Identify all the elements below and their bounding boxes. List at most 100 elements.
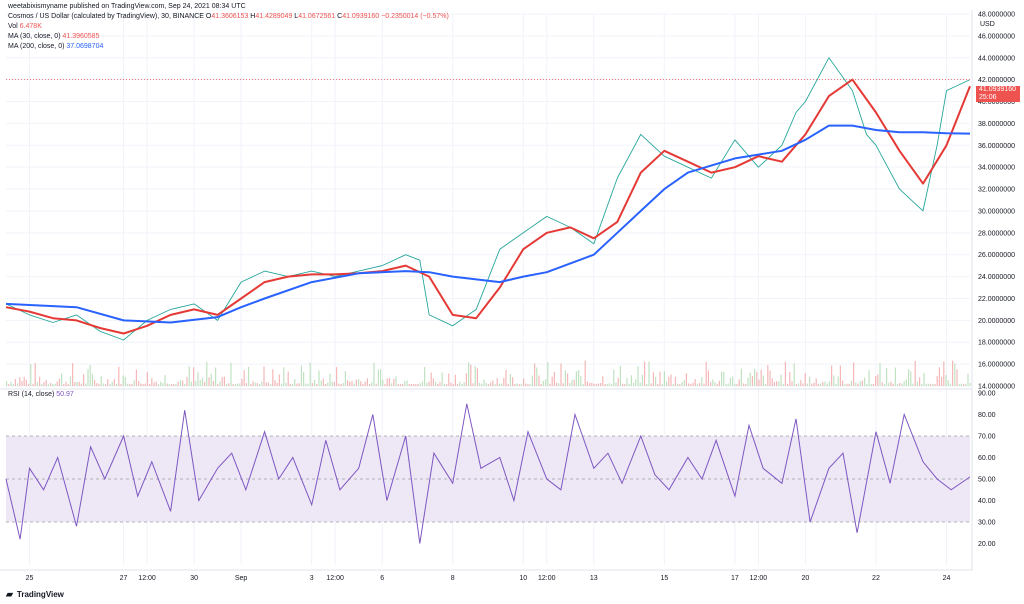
price-tick-label: 32.0000000 bbox=[978, 187, 1015, 194]
volume-bar bbox=[758, 379, 760, 386]
volume-bar bbox=[98, 383, 100, 386]
volume-bar bbox=[674, 376, 676, 386]
volume-bar bbox=[177, 381, 179, 386]
volume-bar bbox=[144, 383, 146, 386]
volume-bar bbox=[50, 382, 52, 386]
volume-bar bbox=[221, 377, 223, 386]
volume-bar bbox=[226, 383, 228, 386]
footer-brand[interactable]: ▰ TradingView bbox=[6, 589, 64, 600]
volume-bar bbox=[406, 380, 408, 386]
rsi-line bbox=[5, 403, 971, 544]
volume-bar bbox=[589, 382, 591, 386]
volume-bar bbox=[105, 384, 107, 386]
volume-bar bbox=[415, 383, 417, 386]
volume-bar bbox=[267, 382, 269, 386]
legend-vol[interactable]: Vol 6.478K bbox=[8, 22, 449, 32]
volume-bar bbox=[485, 383, 487, 386]
volume-bar bbox=[443, 383, 445, 386]
volume-bar bbox=[318, 370, 320, 386]
volume-bar bbox=[338, 383, 340, 386]
volume-bar bbox=[127, 383, 129, 386]
time-tick-label: 27 bbox=[120, 575, 128, 582]
volume-bar bbox=[111, 381, 113, 386]
volume-bar bbox=[369, 383, 371, 386]
volume-bar bbox=[305, 383, 307, 386]
volume-bar bbox=[811, 383, 813, 386]
open-label: O bbox=[205, 13, 212, 20]
time-tick-label: Sep bbox=[235, 575, 248, 582]
volume-bar bbox=[556, 382, 558, 386]
volume-bar bbox=[292, 383, 294, 386]
volume-bar bbox=[633, 382, 635, 386]
volume-bar bbox=[479, 382, 481, 386]
volume-bar bbox=[388, 377, 390, 386]
volume-bar bbox=[259, 383, 261, 386]
legend-ma30[interactable]: MA (30, close, 0) 41.3960585 bbox=[8, 32, 449, 42]
volume-bar bbox=[751, 376, 753, 386]
rsi-tick-label: 50.00 bbox=[978, 477, 996, 484]
volume-bar bbox=[872, 383, 874, 386]
rsi-legend[interactable]: RSI (14, close) 50.97 bbox=[8, 391, 74, 398]
volume-bar bbox=[732, 376, 734, 386]
volume-bar bbox=[347, 380, 349, 386]
volume-bar bbox=[54, 383, 56, 386]
volume-bar bbox=[756, 371, 758, 386]
volume-bar bbox=[503, 377, 505, 386]
volume-bar bbox=[377, 369, 379, 386]
volume-bar bbox=[855, 382, 857, 386]
volume-bar bbox=[435, 381, 437, 386]
price-tick-label: 40.0000000 bbox=[978, 99, 1015, 106]
volume-bar bbox=[89, 364, 91, 386]
volume-bar bbox=[914, 360, 916, 386]
price-tick-label: 48.0000000 bbox=[978, 12, 1015, 19]
volume-bar bbox=[787, 383, 789, 386]
price-tick-label: 20.0000000 bbox=[978, 318, 1015, 325]
volume-bar bbox=[648, 361, 650, 386]
volume-bar bbox=[140, 383, 142, 386]
volume-bar bbox=[153, 382, 155, 386]
volume-bar bbox=[571, 379, 573, 386]
volume-bar bbox=[536, 367, 538, 386]
price-unit-label: USD bbox=[980, 21, 995, 28]
volume-bar bbox=[925, 383, 927, 386]
volume-bar bbox=[769, 370, 771, 386]
volume-bar bbox=[404, 381, 406, 386]
volume-bar bbox=[133, 380, 135, 386]
volume-bar bbox=[637, 366, 639, 386]
volume-bar bbox=[949, 383, 951, 386]
volume-bar bbox=[241, 378, 243, 386]
volume-bar bbox=[828, 381, 830, 386]
volume-bar bbox=[804, 373, 806, 386]
volume-bar bbox=[102, 383, 104, 386]
volume-bar bbox=[52, 383, 54, 386]
volume-bar bbox=[23, 376, 25, 386]
volume-bar bbox=[923, 373, 925, 386]
volume-bar bbox=[822, 381, 824, 386]
volume-bar bbox=[606, 383, 608, 386]
volume-bar bbox=[791, 381, 793, 386]
price-tick-label: 38.0000000 bbox=[978, 121, 1015, 128]
volume-bar bbox=[969, 382, 971, 386]
legend-ma200[interactable]: MA (200, close, 0) 37.0698704 bbox=[8, 42, 449, 52]
volume-bar bbox=[604, 383, 606, 386]
volume-bar bbox=[527, 383, 529, 386]
volume-bar bbox=[204, 381, 206, 386]
volume-bar bbox=[8, 383, 10, 386]
volume-bar bbox=[41, 383, 43, 386]
volume-bar bbox=[74, 381, 76, 386]
volume-bar bbox=[333, 381, 335, 386]
volume-bar bbox=[564, 370, 566, 386]
volume-bar bbox=[738, 379, 740, 386]
time-tick-label: 6 bbox=[380, 575, 384, 582]
volume-bar bbox=[712, 379, 714, 386]
volume-bar bbox=[122, 375, 124, 386]
volume-bar bbox=[289, 383, 291, 386]
volume-bars bbox=[6, 360, 971, 386]
volume-bar bbox=[87, 368, 89, 386]
volume-bar bbox=[254, 382, 256, 386]
volume-bar bbox=[490, 382, 492, 386]
volume-bar bbox=[358, 379, 360, 386]
volume-bar bbox=[560, 363, 562, 386]
volume-bar bbox=[624, 383, 626, 386]
